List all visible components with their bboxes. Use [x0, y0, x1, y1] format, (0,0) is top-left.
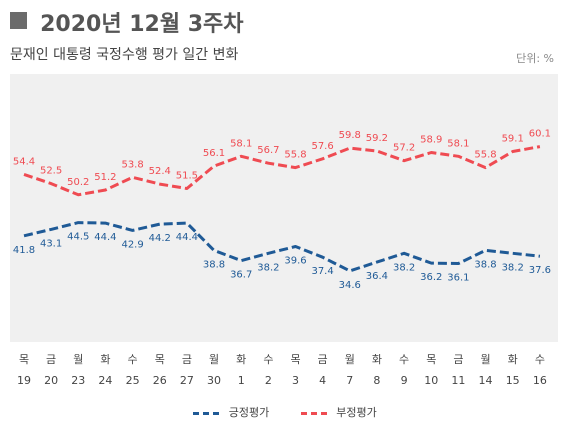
x-tick-date: 26 [153, 374, 167, 387]
x-tick-day: 월 [345, 353, 355, 366]
data-label-negative: 58.1 [447, 138, 469, 149]
unit-label: 단위: % [516, 52, 554, 65]
data-label-negative: 51.2 [94, 172, 116, 183]
data-label-negative: 59.1 [502, 134, 524, 145]
series-line-negative [23, 145, 541, 197]
legend-label-positive: 긍정평가 [228, 406, 270, 419]
x-tick-day: 화 [372, 353, 382, 366]
data-label-negative: 57.6 [311, 141, 333, 152]
x-tick-date: 14 [479, 374, 493, 387]
x-tick-date: 15 [506, 374, 520, 387]
data-label-positive: 36.4 [366, 271, 388, 282]
x-tick-date: 30 [207, 374, 221, 387]
x-tick-date: 25 [126, 374, 140, 387]
data-label-negative: 57.2 [393, 143, 415, 154]
x-tick-date: 24 [98, 374, 112, 387]
x-tick-date: 9 [401, 374, 408, 387]
x-tick-day: 목 [155, 353, 165, 366]
data-label-negative: 55.8 [474, 150, 496, 161]
data-label-positive: 38.8 [203, 259, 225, 270]
data-label-positive: 34.6 [339, 280, 361, 291]
data-label-negative: 55.8 [284, 150, 306, 161]
x-tick-day: 화 [236, 353, 246, 366]
x-tick-day: 수 [128, 353, 138, 366]
x-tick-day: 화 [508, 353, 518, 366]
x-tick-day: 화 [100, 353, 110, 366]
data-label-negative: 51.5 [176, 171, 198, 182]
chart-subtitle: 문재인 대통령 국정수행 평가 일간 변화 [10, 47, 239, 63]
data-label-negative: 56.1 [203, 148, 225, 159]
data-label-negative: 59.8 [339, 130, 361, 141]
x-tick-date: 23 [71, 374, 85, 387]
data-label-negative: 59.2 [366, 133, 388, 144]
data-label-negative: 58.9 [420, 135, 442, 146]
header: 2020년 12월 3주차 [10, 6, 244, 38]
legend-line-positive [193, 411, 220, 415]
title-square-icon [10, 11, 27, 29]
x-tick-day: 수 [263, 353, 273, 366]
legend-item-negative: 부정평가 [300, 404, 377, 420]
legend-item-positive: 긍정평가 [193, 404, 269, 420]
data-label-negative: 52.4 [149, 166, 171, 177]
series-line-positive [23, 221, 541, 273]
x-tick-day: 금 [453, 353, 463, 366]
data-label-positive: 38.2 [257, 262, 279, 273]
x-tick-date: 19 [17, 374, 31, 387]
x-tick-date: 1 [238, 374, 245, 387]
data-label-positive: 36.7 [230, 270, 252, 281]
data-label-positive: 44.2 [149, 233, 171, 244]
x-tick-day: 목 [19, 353, 29, 366]
data-label-positive: 38.8 [474, 259, 496, 270]
x-tick-date: 16 [533, 374, 547, 387]
data-label-positive: 36.2 [420, 272, 442, 283]
data-label-positive: 42.9 [121, 239, 143, 250]
x-tick-day: 월 [209, 353, 219, 366]
data-label-negative: 52.5 [40, 166, 62, 177]
x-tick-day: 목 [426, 353, 436, 366]
data-label-negative: 50.2 [67, 177, 89, 188]
x-tick-date: 2 [265, 374, 272, 387]
data-label-negative: 54.4 [13, 156, 35, 167]
plot-area [10, 74, 558, 342]
page-title: 2020년 12월 3주차 [40, 12, 244, 37]
data-label-positive: 43.1 [40, 238, 62, 249]
x-tick-day: 금 [46, 353, 56, 366]
legend: 긍정평가 부정평가 [0, 404, 570, 420]
data-label-positive: 37.4 [311, 266, 333, 277]
data-label-positive: 36.1 [447, 273, 469, 284]
x-tick-day: 금 [182, 353, 192, 366]
data-label-positive: 44.5 [67, 232, 89, 243]
data-label-positive: 37.6 [529, 265, 551, 276]
x-tick-day: 월 [73, 353, 83, 366]
data-label-positive: 38.2 [393, 262, 415, 273]
data-label-negative: 60.1 [529, 129, 551, 140]
x-tick-day: 수 [535, 353, 545, 366]
data-label-positive: 44.4 [176, 232, 198, 243]
data-label-negative: 53.8 [121, 159, 143, 170]
x-tick-date: 4 [319, 374, 326, 387]
x-tick-date: 20 [44, 374, 58, 387]
data-label-negative: 58.1 [230, 138, 252, 149]
x-tick-day: 수 [399, 353, 409, 366]
data-label-positive: 44.4 [94, 232, 116, 243]
legend-label-negative: 부정평가 [336, 406, 377, 419]
x-tick-date: 3 [292, 374, 299, 387]
x-tick-day: 목 [290, 353, 300, 366]
x-tick-date: 10 [424, 374, 438, 387]
x-tick-day: 월 [480, 353, 490, 366]
x-tick-date: 7 [346, 374, 353, 387]
data-label-positive: 38.2 [502, 262, 524, 273]
legend-line-negative [300, 411, 327, 415]
x-tick-date: 11 [451, 374, 465, 387]
x-tick-date: 8 [373, 374, 380, 387]
x-tick-date: 27 [180, 374, 194, 387]
data-label-positive: 39.6 [284, 256, 306, 267]
data-label-negative: 56.7 [257, 145, 279, 156]
x-tick-day: 금 [318, 353, 328, 366]
data-label-positive: 41.8 [13, 245, 35, 256]
